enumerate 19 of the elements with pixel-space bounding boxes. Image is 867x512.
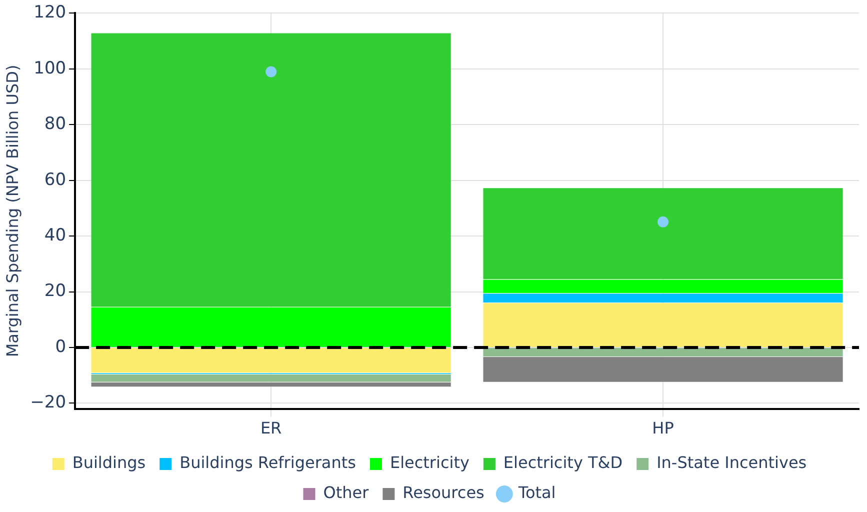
legend-label: Electricity T&D: [503, 453, 623, 472]
y-tick-label: 120: [34, 2, 66, 23]
y-tick-label: 0: [55, 336, 66, 357]
x-tick-label: ER: [260, 418, 282, 438]
x-tick-label: HP: [652, 418, 674, 438]
legend-label: Electricity: [390, 453, 470, 472]
legend-label: In-State Incentives: [656, 453, 807, 472]
y-tick-label: −20: [30, 392, 66, 413]
y-tick-label: 100: [34, 58, 66, 78]
legend-label: Other: [323, 483, 370, 502]
y-tick-label: 20: [44, 281, 66, 302]
y-axis-title: Marginal Spending (NPV Billion USD): [2, 64, 22, 358]
y-tick-label: 60: [44, 170, 66, 190]
legend-label: Total: [517, 483, 556, 502]
y-tick-label: 40: [44, 225, 66, 246]
legend-label: Buildings: [72, 453, 146, 472]
legend-label: Resources: [402, 483, 484, 502]
legend-label: Buildings Refrigerants: [180, 453, 356, 472]
y-tick-label: 80: [44, 114, 66, 134]
